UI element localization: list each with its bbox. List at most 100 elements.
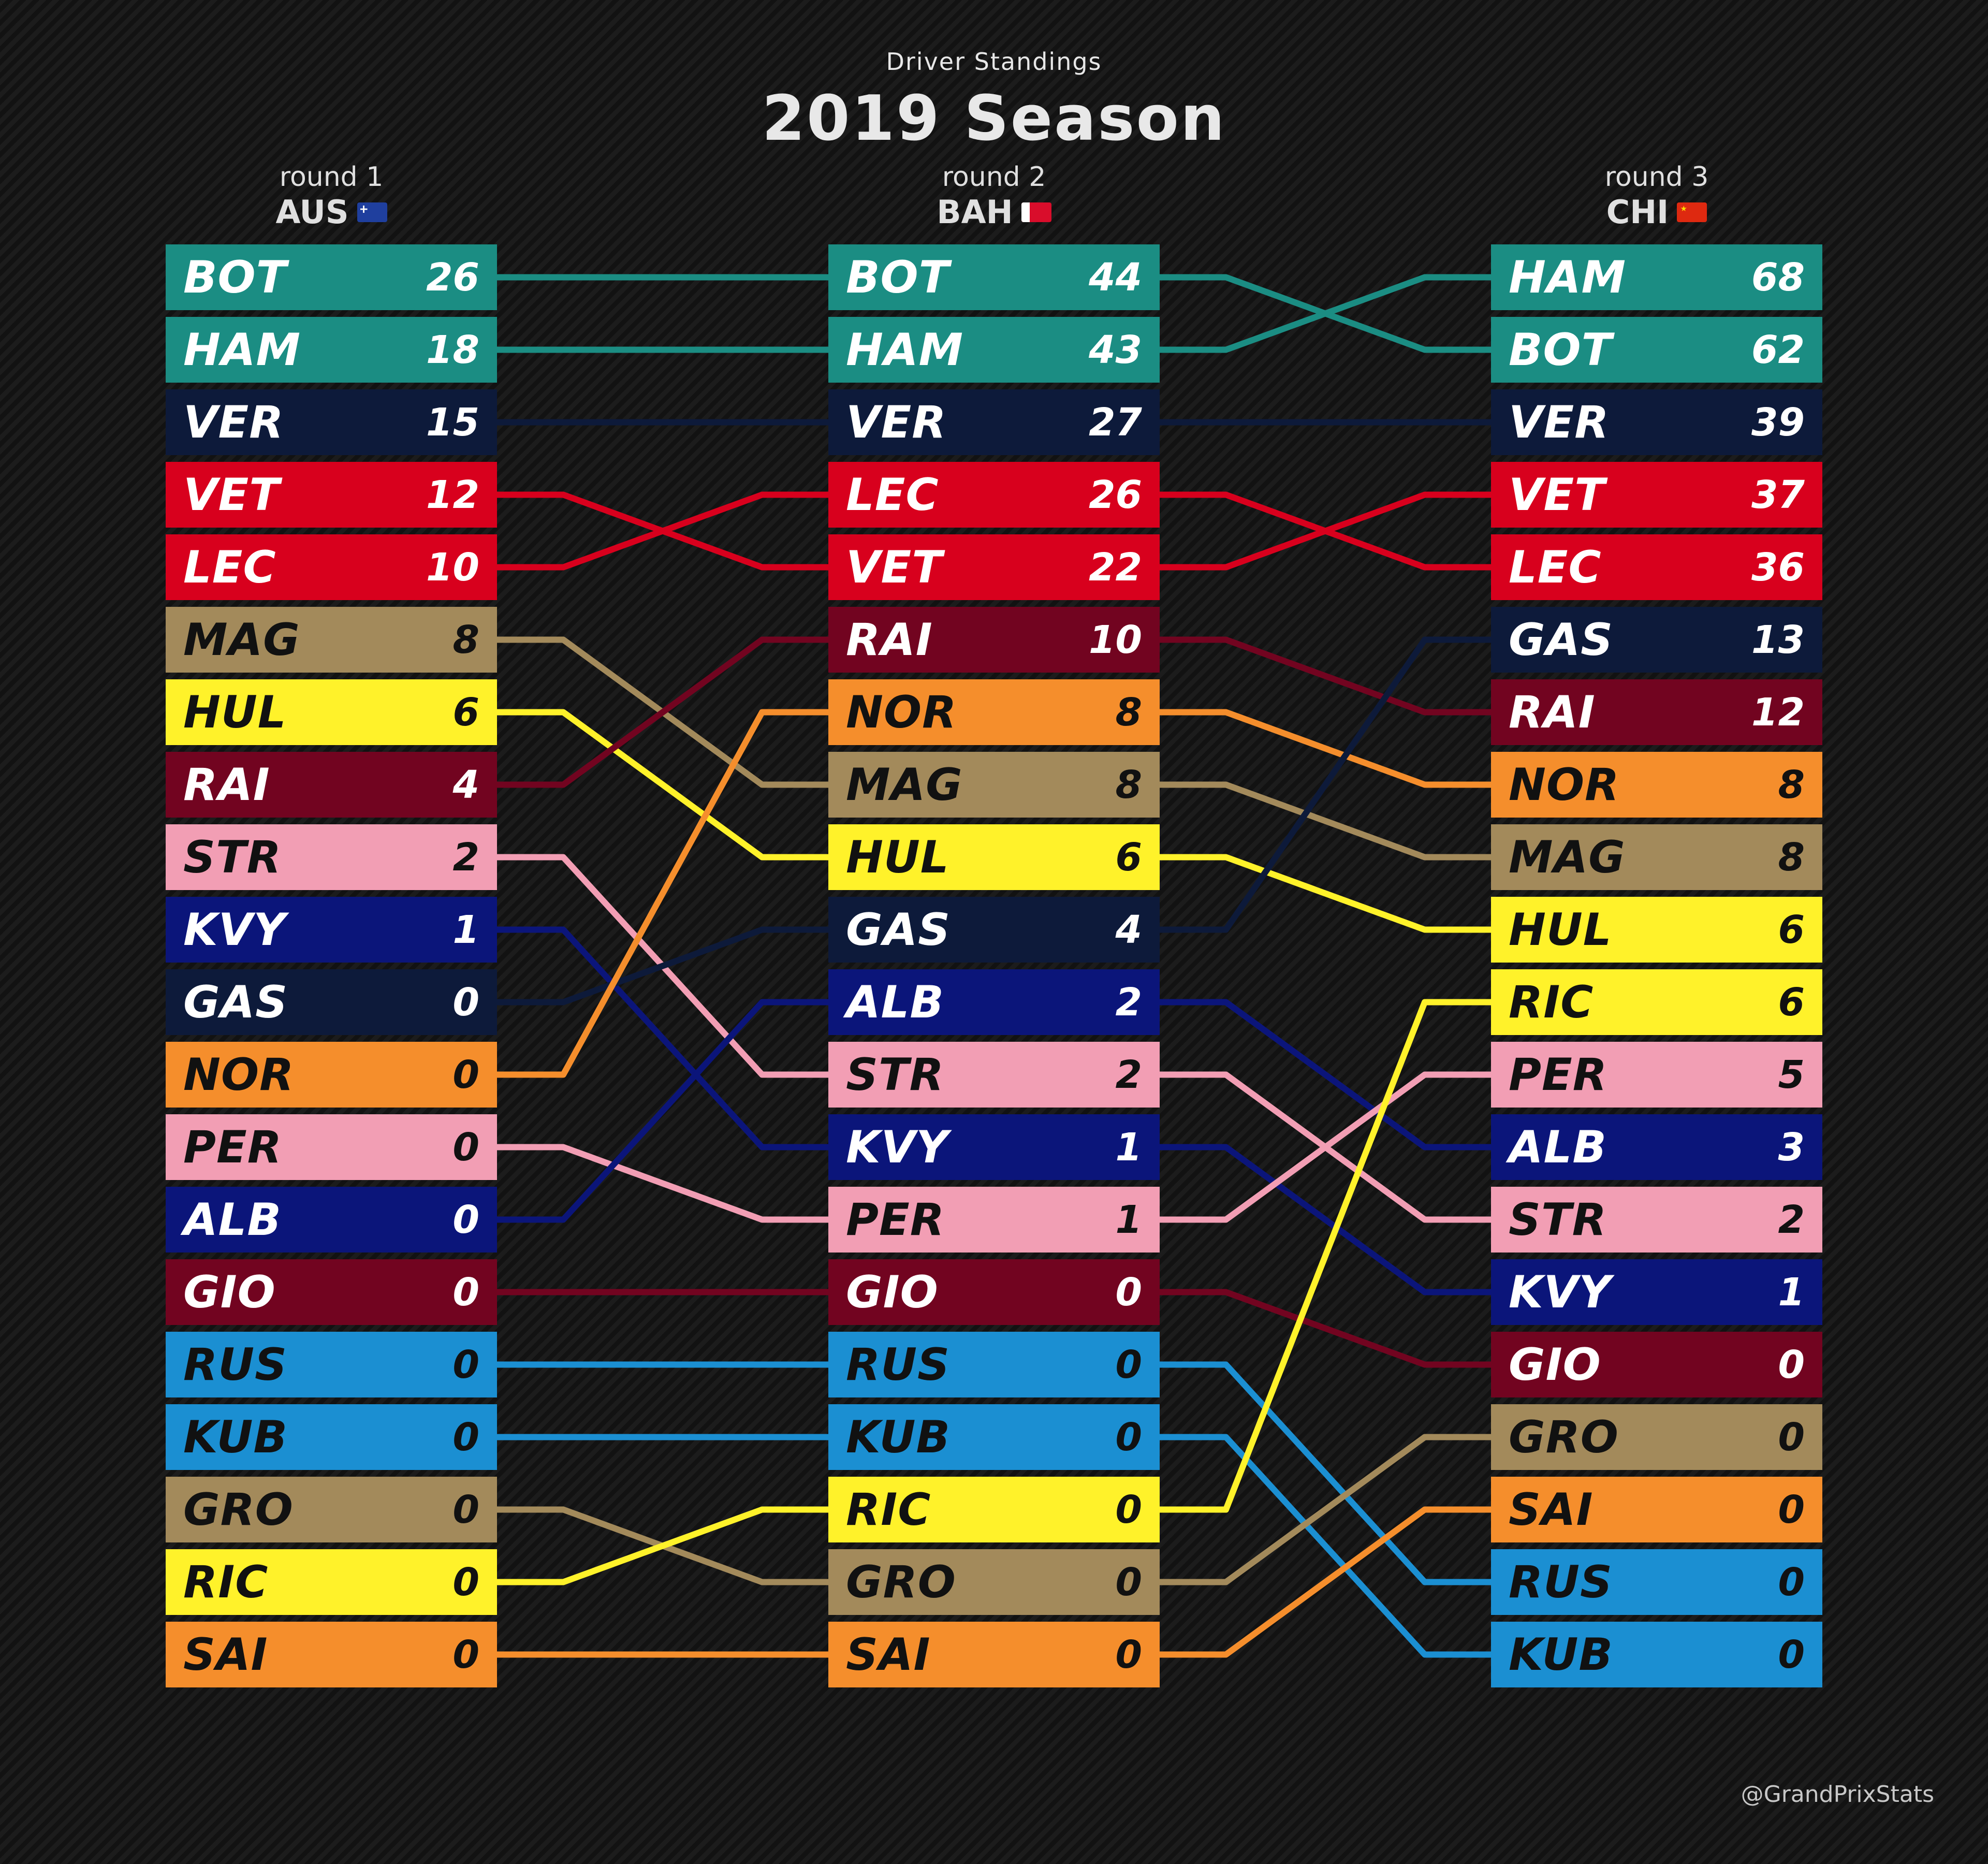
- line-ham-r2-r3: [1160, 274, 1491, 353]
- standing-r3-gio: GIO 0: [1491, 1332, 1822, 1397]
- driver-code: PER: [1509, 1048, 1607, 1101]
- driver-code: GIO: [1509, 1338, 1601, 1391]
- standing-r1-mag: MAG 8: [166, 607, 497, 673]
- driver-points: 6: [452, 690, 480, 735]
- driver-points: 2: [452, 835, 480, 880]
- line-nor-r2-r3: [1160, 709, 1491, 788]
- line-gro-r2-r3: [1160, 1434, 1491, 1585]
- driver-code: RUS: [846, 1338, 950, 1391]
- driver-points: 0: [1115, 1487, 1143, 1532]
- driver-code: HAM: [1509, 251, 1627, 303]
- driver-code: BOT: [1509, 324, 1613, 376]
- standing-r1-str: STR 2: [166, 824, 497, 890]
- driver-code: KVY: [846, 1121, 949, 1173]
- line-rai-r1-r2: [497, 636, 828, 788]
- standing-r2-ric: RIC 0: [828, 1477, 1160, 1542]
- driver-code: STR: [846, 1048, 944, 1101]
- standing-r2-gio: GIO 0: [828, 1259, 1160, 1325]
- driver-points: 0: [452, 1342, 480, 1387]
- standing-r3-ver: VER 39: [1491, 389, 1822, 455]
- driver-points: 1: [1115, 1125, 1143, 1170]
- driver-points: 4: [452, 762, 480, 807]
- standing-r1-kvy: KVY 1: [166, 897, 497, 963]
- driver-points: 1: [452, 907, 480, 952]
- line-kub-r2-r3: [1160, 1434, 1491, 1658]
- driver-code: VER: [846, 396, 947, 448]
- round-3-race: CHI: [1606, 193, 1669, 231]
- bahrain-flag-icon: [1021, 202, 1051, 222]
- standing-r2-rai: RAI 10: [828, 607, 1160, 673]
- line-kvy-r1-r2: [497, 926, 828, 1151]
- driver-points: 27: [1089, 400, 1142, 445]
- standing-r1-ham: HAM 18: [166, 317, 497, 383]
- driver-points: 15: [426, 400, 479, 445]
- standing-r1-gro: GRO 0: [166, 1477, 497, 1542]
- driver-points: 0: [1778, 1487, 1805, 1532]
- standing-r1-kub: KUB 0: [166, 1404, 497, 1470]
- standing-r3-vet: VET 37: [1491, 462, 1822, 528]
- driver-code: KUB: [183, 1411, 288, 1463]
- driver-points: 0: [1115, 1270, 1143, 1315]
- driver-code: RUS: [1509, 1556, 1613, 1608]
- driver-code: VER: [183, 396, 284, 448]
- driver-code: KVY: [1509, 1266, 1612, 1318]
- driver-points: 0: [452, 1125, 480, 1170]
- standing-r1-gio: GIO 0: [166, 1259, 497, 1325]
- standing-r2-nor: NOR 8: [828, 679, 1160, 745]
- standing-r3-alb: ALB 3: [1491, 1114, 1822, 1180]
- driver-points: 8: [1115, 690, 1143, 735]
- driver-code: STR: [183, 831, 282, 883]
- driver-code: GAS: [1509, 614, 1614, 666]
- driver-code: HUL: [846, 831, 949, 883]
- driver-points: 37: [1751, 472, 1805, 517]
- line-nor-r1-r2: [497, 709, 828, 1078]
- standing-r1-sai: SAI 0: [166, 1622, 497, 1687]
- driver-points: 26: [1089, 472, 1142, 517]
- standing-r1-hul: HUL 6: [166, 679, 497, 745]
- standing-r1-gas: GAS 0: [166, 969, 497, 1035]
- standing-r1-alb: ALB 0: [166, 1187, 497, 1253]
- driver-points: 0: [452, 1415, 480, 1460]
- driver-code: LEC: [1509, 541, 1602, 593]
- driver-points: 26: [426, 255, 479, 300]
- round-1-race: AUS: [275, 193, 349, 231]
- driver-points: 8: [1778, 835, 1805, 880]
- driver-code: HAM: [183, 324, 301, 376]
- standing-r2-lec: LEC 26: [828, 462, 1160, 528]
- driver-code: PER: [183, 1121, 282, 1173]
- standing-r1-ver: VER 15: [166, 389, 497, 455]
- driver-code: ALB: [1509, 1121, 1607, 1173]
- round-2-race: BAH: [937, 193, 1013, 231]
- driver-code: MAG: [846, 759, 963, 811]
- credit-text: @GrandPrixStats: [1741, 1781, 1934, 1808]
- standing-r3-sai: SAI 0: [1491, 1477, 1822, 1542]
- driver-code: LEC: [846, 469, 939, 521]
- driver-code: RAI: [1509, 686, 1596, 738]
- line-alb-r1-r2: [497, 999, 828, 1223]
- driver-code: GRO: [183, 1483, 294, 1536]
- driver-points: 0: [452, 1270, 480, 1315]
- driver-code: ALB: [846, 976, 944, 1028]
- driver-points: 0: [1115, 1342, 1143, 1387]
- driver-points: 0: [1778, 1560, 1805, 1605]
- driver-points: 10: [426, 545, 479, 590]
- line-sai-r2-r3: [1160, 1506, 1491, 1658]
- standing-r2-ver: VER 27: [828, 389, 1160, 455]
- driver-code: KUB: [1509, 1628, 1613, 1681]
- driver-points: 0: [452, 1560, 480, 1605]
- driver-code: NOR: [846, 686, 957, 738]
- china-flag-icon: [1677, 202, 1707, 222]
- chart-title: 2019 Season: [762, 83, 1226, 155]
- driver-points: 43: [1089, 327, 1142, 372]
- standing-r3-mag: MAG 8: [1491, 824, 1822, 890]
- standing-r3-lec: LEC 36: [1491, 534, 1822, 600]
- standing-r2-hul: HUL 6: [828, 824, 1160, 890]
- driver-code: RIC: [183, 1556, 269, 1608]
- driver-points: 0: [1778, 1415, 1805, 1460]
- driver-code: VET: [183, 469, 280, 521]
- driver-code: SAI: [1509, 1483, 1594, 1536]
- driver-code: GRO: [1509, 1411, 1619, 1463]
- standing-r1-rus: RUS 0: [166, 1332, 497, 1397]
- driver-points: 0: [452, 1487, 480, 1532]
- driver-code: GIO: [183, 1266, 276, 1318]
